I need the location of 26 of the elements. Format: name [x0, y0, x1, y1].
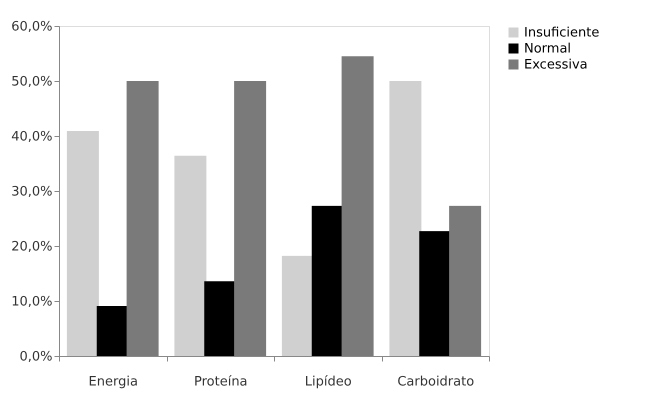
bar	[419, 231, 452, 356]
bar	[126, 81, 159, 356]
x-tick-label: Lipídeo	[304, 374, 352, 390]
legend-label: Excessiva	[524, 58, 588, 72]
y-tick-label: 50,0%	[11, 74, 52, 90]
bar	[282, 256, 314, 356]
y-tick-label: 10,0%	[11, 294, 52, 310]
legend-label: Normal	[524, 42, 572, 56]
bar	[174, 156, 206, 356]
x-tick-label: Energia	[88, 374, 138, 390]
bar	[96, 306, 129, 356]
bar	[234, 81, 266, 356]
y-tick-label: 20,0%	[11, 240, 52, 254]
bar	[449, 206, 482, 356]
y-tick-label: 30,0%	[11, 184, 52, 200]
bar	[312, 206, 344, 356]
bar	[204, 281, 236, 356]
bar	[342, 56, 374, 356]
y-tick-label: 40,0%	[11, 130, 52, 144]
x-tick-label: Proteína	[194, 374, 248, 390]
bar	[66, 131, 99, 356]
bar	[389, 81, 422, 356]
legend-label: Insuficiente	[524, 26, 600, 40]
x-tick-label: Carboidrato	[397, 374, 474, 390]
y-tick-label: 60,0%	[11, 20, 52, 34]
y-tick-label: 0,0%	[19, 350, 52, 364]
